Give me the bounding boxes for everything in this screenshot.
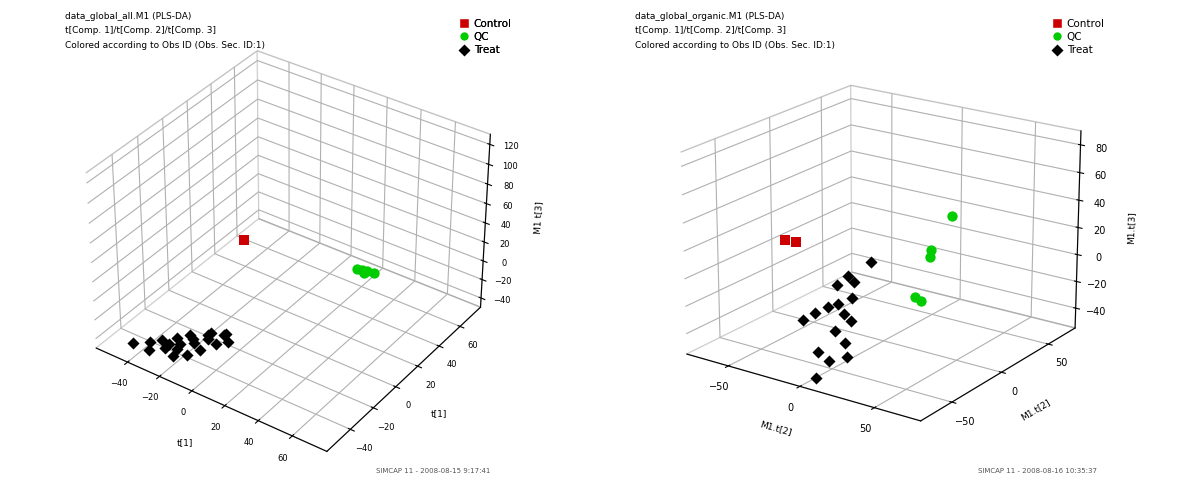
Text: Colored according to Obs ID (Obs. Sec. ID:1): Colored according to Obs ID (Obs. Sec. I… bbox=[65, 41, 266, 50]
Text: SIMCAP 11 - 2008-08-15 9:17:41: SIMCAP 11 - 2008-08-15 9:17:41 bbox=[376, 468, 490, 474]
Y-axis label: t[1]: t[1] bbox=[431, 409, 447, 418]
Text: t[Comp. 1]/t[Comp. 2]/t[Comp. 3]: t[Comp. 1]/t[Comp. 2]/t[Comp. 3] bbox=[635, 26, 785, 35]
X-axis label: M1.t[2]: M1.t[2] bbox=[759, 419, 792, 437]
Text: data_global_all.M1 (PLS-DA): data_global_all.M1 (PLS-DA) bbox=[65, 12, 192, 21]
Text: Colored according to Obs ID (Obs. Sec. ID:1): Colored according to Obs ID (Obs. Sec. I… bbox=[635, 41, 835, 50]
Legend: Control, QC, Treat: Control, QC, Treat bbox=[1048, 15, 1109, 59]
X-axis label: t[1]: t[1] bbox=[177, 438, 193, 447]
Legend: Control, QC, Treat: Control, QC, Treat bbox=[455, 15, 516, 59]
Text: t[Comp. 1]/t[Comp. 2]/t[Comp. 3]: t[Comp. 1]/t[Comp. 2]/t[Comp. 3] bbox=[65, 26, 216, 35]
Text: data_global_organic.M1 (PLS-DA): data_global_organic.M1 (PLS-DA) bbox=[635, 12, 784, 21]
Text: SIMCAP 11 - 2008-08-16 10:35:37: SIMCAP 11 - 2008-08-16 10:35:37 bbox=[978, 468, 1097, 474]
Y-axis label: M1.t[2]: M1.t[2] bbox=[1019, 397, 1051, 422]
